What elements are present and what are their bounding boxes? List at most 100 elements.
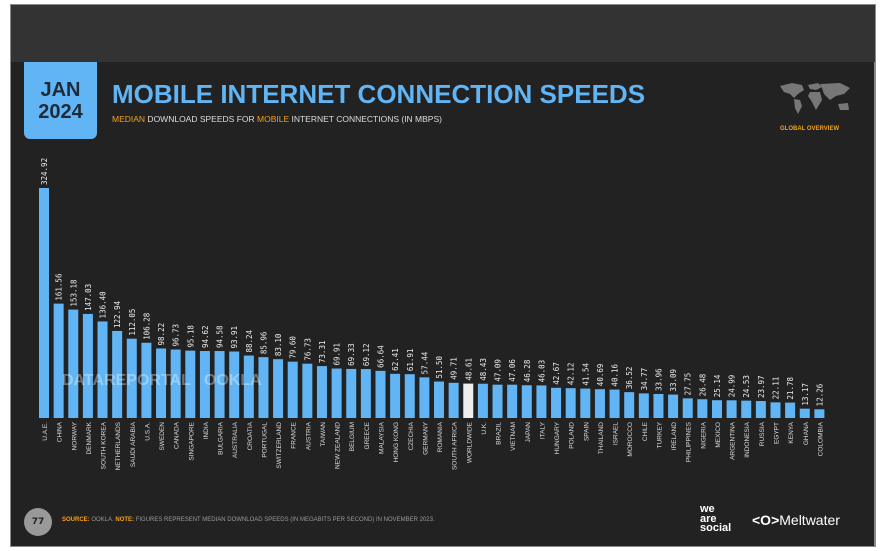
value-label: 62.41 xyxy=(391,348,400,371)
category-label: ITALY xyxy=(539,421,546,439)
value-label: 161.56 xyxy=(55,273,64,301)
category-label: ROMANIA xyxy=(437,421,444,452)
value-label: 136.40 xyxy=(99,291,108,319)
category-label: HUNGARY xyxy=(554,421,561,454)
value-label: 41.54 xyxy=(581,363,590,386)
category-label: AUSTRALIA xyxy=(232,421,239,458)
bar xyxy=(580,388,591,418)
bar xyxy=(331,368,342,418)
bar xyxy=(697,399,708,418)
category-label: JAPAN xyxy=(525,422,532,443)
value-label: 23.97 xyxy=(757,375,766,398)
category-label: COLOMBIA xyxy=(817,421,824,456)
bar xyxy=(638,393,649,418)
category-label: PHILIPPINES xyxy=(686,421,693,462)
category-label: INDONESIA xyxy=(744,421,751,457)
value-label: 42.12 xyxy=(567,363,576,386)
bar xyxy=(507,384,518,418)
category-label: KENYA xyxy=(788,421,795,443)
category-label: CHINA xyxy=(57,421,64,442)
bar xyxy=(170,349,181,418)
value-label: 95.18 xyxy=(186,325,195,348)
value-label: 69.12 xyxy=(362,343,371,366)
slide xyxy=(11,62,874,546)
category-label: U.A.E. xyxy=(42,422,49,441)
section-label: GLOBAL OVERVIEW xyxy=(780,126,840,132)
source-note: SOURCE: OOKLA. NOTE: FIGURES REPRESENT M… xyxy=(62,517,435,523)
subtitle-text: DOWNLOAD SPEEDS FOR xyxy=(145,114,257,124)
date-month: JAN xyxy=(40,78,81,101)
bar xyxy=(82,313,93,418)
value-label: 24.53 xyxy=(742,375,751,398)
category-label: GERMANY xyxy=(422,421,429,455)
value-label: 66.64 xyxy=(376,345,385,368)
category-label: VIETNAM xyxy=(510,422,517,451)
category-label: BRAZIL xyxy=(496,422,503,445)
category-label: RUSSIA xyxy=(759,421,766,446)
value-label: 73.31 xyxy=(318,341,327,364)
bar xyxy=(375,370,386,418)
bar xyxy=(463,383,474,418)
category-label: NETHERLANDS xyxy=(115,421,122,470)
bar xyxy=(609,389,620,418)
value-label: 34.77 xyxy=(640,368,649,391)
value-label: 147.03 xyxy=(84,284,93,311)
category-label: CZECHIA xyxy=(408,421,415,450)
value-label: 112.05 xyxy=(128,309,137,336)
category-label: SINGAPORE xyxy=(188,421,195,460)
bar xyxy=(594,389,605,418)
bar xyxy=(770,402,781,418)
value-label: 36.52 xyxy=(625,367,634,390)
bar xyxy=(390,373,401,418)
category-label: SOUTH AFRICA xyxy=(452,421,459,470)
bar xyxy=(799,408,810,418)
category-label: THAILAND xyxy=(598,422,605,454)
value-label: 49.71 xyxy=(450,357,459,380)
value-label: 85.96 xyxy=(259,331,268,354)
bar xyxy=(404,374,415,418)
category-label: AUSTRIA xyxy=(305,421,312,450)
value-label: 13.17 xyxy=(801,383,810,406)
category-label: HONG KONG xyxy=(393,422,400,462)
meltwater-logo: <O>Meltwater xyxy=(752,512,840,528)
category-label: BELGIUM xyxy=(349,422,356,451)
bar xyxy=(565,388,576,418)
value-label: 76.73 xyxy=(303,338,312,361)
bar xyxy=(536,385,547,418)
page-title: MOBILE INTERNET CONNECTION SPEEDS xyxy=(112,79,646,109)
bar xyxy=(785,402,796,418)
bar xyxy=(551,387,562,418)
category-label: ISRAEL xyxy=(613,422,620,446)
bar xyxy=(668,394,679,418)
category-label: BULGARIA xyxy=(218,421,225,455)
category-label: CHILE xyxy=(642,421,649,441)
world-map-icon xyxy=(780,83,850,114)
bar xyxy=(521,385,532,418)
bar xyxy=(302,363,313,418)
bar xyxy=(814,409,825,418)
value-label: 122.94 xyxy=(113,300,122,328)
category-label: CANADA xyxy=(174,421,181,449)
bar xyxy=(185,350,196,418)
value-label: 79.60 xyxy=(289,336,298,359)
bar xyxy=(346,368,357,418)
category-label: U.K. xyxy=(481,422,488,435)
category-label: TURKEY xyxy=(656,421,663,448)
bar xyxy=(624,392,635,418)
page-number: 77 xyxy=(24,508,52,536)
value-label: 46.28 xyxy=(523,359,532,382)
value-label: 69.91 xyxy=(333,343,342,366)
category-label: SOUTH KOREA xyxy=(101,421,108,469)
value-label: 25.14 xyxy=(713,374,722,397)
note-text: FIGURES REPRESENT MEDIAN DOWNLOAD SPEEDS… xyxy=(135,517,435,523)
bar xyxy=(273,359,284,418)
value-label: 106.28 xyxy=(142,312,151,340)
value-label: 61.91 xyxy=(406,349,415,372)
value-label: 46.03 xyxy=(537,360,546,383)
category-label: NEW ZEALAND xyxy=(335,422,342,469)
category-label: POLAND xyxy=(569,422,576,449)
category-label: PORTUGAL xyxy=(261,422,268,458)
category-label: SPAIN xyxy=(583,422,590,441)
category-label: MOROCCO xyxy=(627,422,634,457)
